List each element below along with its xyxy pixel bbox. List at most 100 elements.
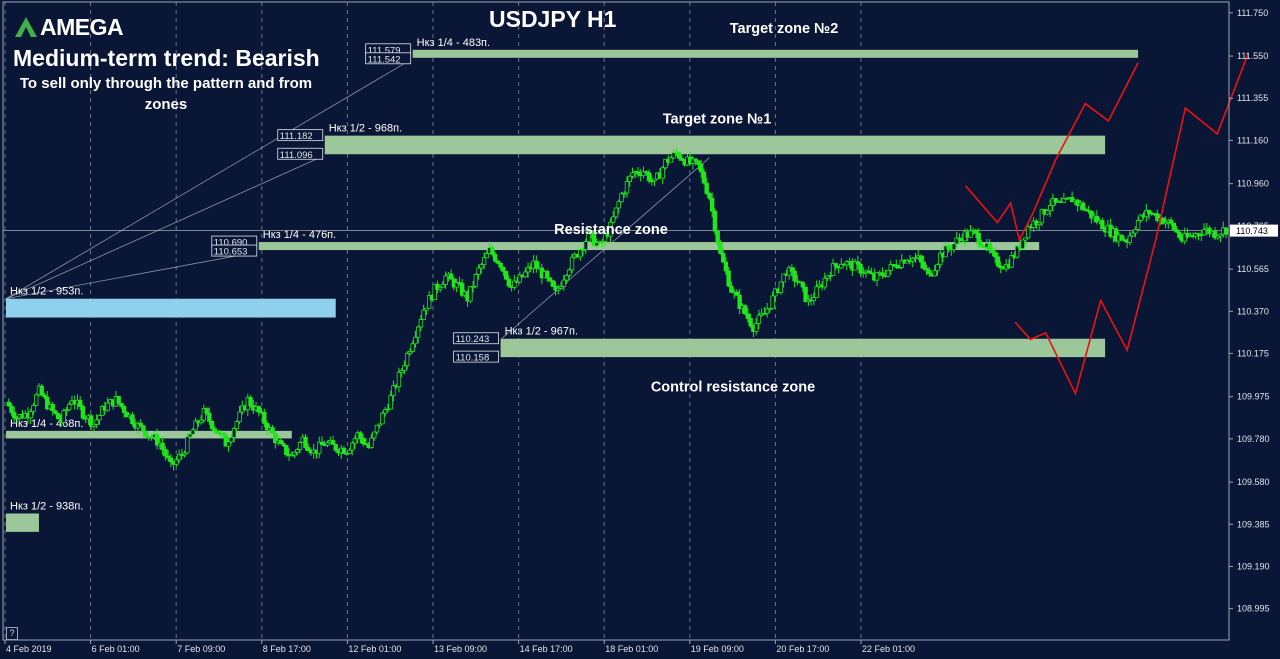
candle-body (352, 438, 358, 444)
candle-body (490, 247, 495, 255)
candle-body (660, 167, 665, 179)
candle-body (547, 277, 553, 282)
help-icon[interactable]: ? (6, 627, 18, 640)
candle-body (437, 286, 443, 290)
candle-body (190, 429, 196, 435)
zone-rect (258, 242, 1040, 251)
candle-body (39, 385, 44, 396)
candle-body (333, 444, 338, 451)
y-tick-label: 110.960 (1237, 179, 1269, 189)
candle-body (635, 171, 641, 175)
candle-body (800, 282, 806, 288)
x-tick-label: 14 Feb 17:00 (520, 644, 573, 654)
zone-price-bottom: 111.096 (280, 150, 313, 161)
zone-rect (324, 135, 1106, 155)
zone-price-top: 110.690 (214, 238, 248, 249)
candle-body (143, 431, 149, 438)
candle-body (646, 172, 652, 182)
candle-body (707, 192, 712, 199)
candle-body (569, 256, 575, 271)
candle-body (377, 423, 382, 426)
candle-body (992, 252, 998, 258)
candle-body (193, 420, 198, 431)
candle-body (1174, 229, 1179, 233)
candle-body (1023, 237, 1028, 241)
candle-body (503, 270, 509, 280)
amega-logo-icon (15, 17, 37, 37)
candle-body (534, 260, 539, 269)
candle-body (382, 409, 388, 414)
candle-body (517, 274, 523, 283)
candle-body (374, 424, 380, 433)
x-tick-label: 18 Feb 01:00 (605, 644, 658, 654)
candle-body (432, 283, 437, 301)
zone-price-top: 111.182 (280, 131, 313, 142)
candle-body (712, 210, 718, 232)
candle-body (1069, 197, 1075, 203)
zone-price-top-box (277, 129, 324, 142)
candle-body (207, 412, 212, 422)
candle-body (866, 270, 871, 274)
candle-body (1064, 198, 1069, 200)
x-tick-label: 13 Feb 09:00 (434, 644, 487, 654)
current-price-tag (1230, 224, 1278, 237)
candle-body (770, 295, 775, 309)
candle-body (1053, 198, 1058, 203)
candle-body (262, 411, 267, 424)
candle-body (976, 233, 981, 245)
candle-body (468, 285, 473, 302)
candle-body (234, 421, 240, 430)
candle-body (1061, 198, 1067, 203)
candle-body (187, 433, 193, 438)
candle-body (223, 434, 229, 447)
candle-body (591, 232, 597, 247)
candle-body (479, 264, 484, 269)
candle-body (1039, 209, 1045, 224)
candle-body (1080, 202, 1086, 210)
candle-body (237, 411, 242, 423)
candle-body (281, 443, 286, 446)
candle-body (523, 271, 528, 278)
candle-body (380, 412, 385, 425)
zone-price-top: 110.243 (456, 334, 490, 345)
candle-body (141, 425, 146, 433)
candle-body (619, 193, 624, 203)
candle-body (762, 312, 767, 315)
candle-body (492, 253, 498, 262)
candle-body (88, 415, 94, 427)
candle-body (698, 164, 704, 173)
candle-body (1212, 230, 1218, 239)
y-tick-label: 111.550 (1237, 51, 1268, 61)
candle-body (720, 252, 726, 263)
candle-body (506, 278, 512, 287)
trend-headline: Medium-term trend: Bearish (13, 45, 320, 71)
candle-body (938, 252, 943, 266)
candle-body (185, 436, 190, 454)
candle-body (921, 261, 926, 269)
zone-price-top-box (453, 332, 499, 345)
candle-body (226, 441, 231, 447)
zone-rect (6, 513, 39, 532)
zone-title: Target zone №2 (730, 21, 839, 37)
candle-body (371, 431, 377, 439)
candle-body (361, 437, 366, 445)
candle-body (473, 273, 479, 287)
candle-body (56, 413, 61, 420)
candle-body (498, 262, 503, 268)
y-tick-label: 109.975 (1237, 392, 1270, 402)
zone-titles: Target zone №2 Target zone №1 Resistance z… (554, 21, 838, 396)
candle-body (154, 434, 160, 446)
candle-body (880, 272, 885, 276)
candle-body (325, 442, 330, 446)
candle-body (611, 216, 616, 223)
candle-body (1133, 229, 1138, 234)
candle-body (995, 256, 1001, 267)
candle-body (165, 455, 171, 459)
x-tick-label: 4 Feb 2019 (6, 644, 52, 654)
candle-body (1182, 233, 1187, 242)
candle-body (64, 409, 69, 412)
y-tick-label: 111.355 (1237, 93, 1268, 103)
y-tick-label: 109.580 (1237, 477, 1270, 487)
candle-body (198, 419, 204, 424)
